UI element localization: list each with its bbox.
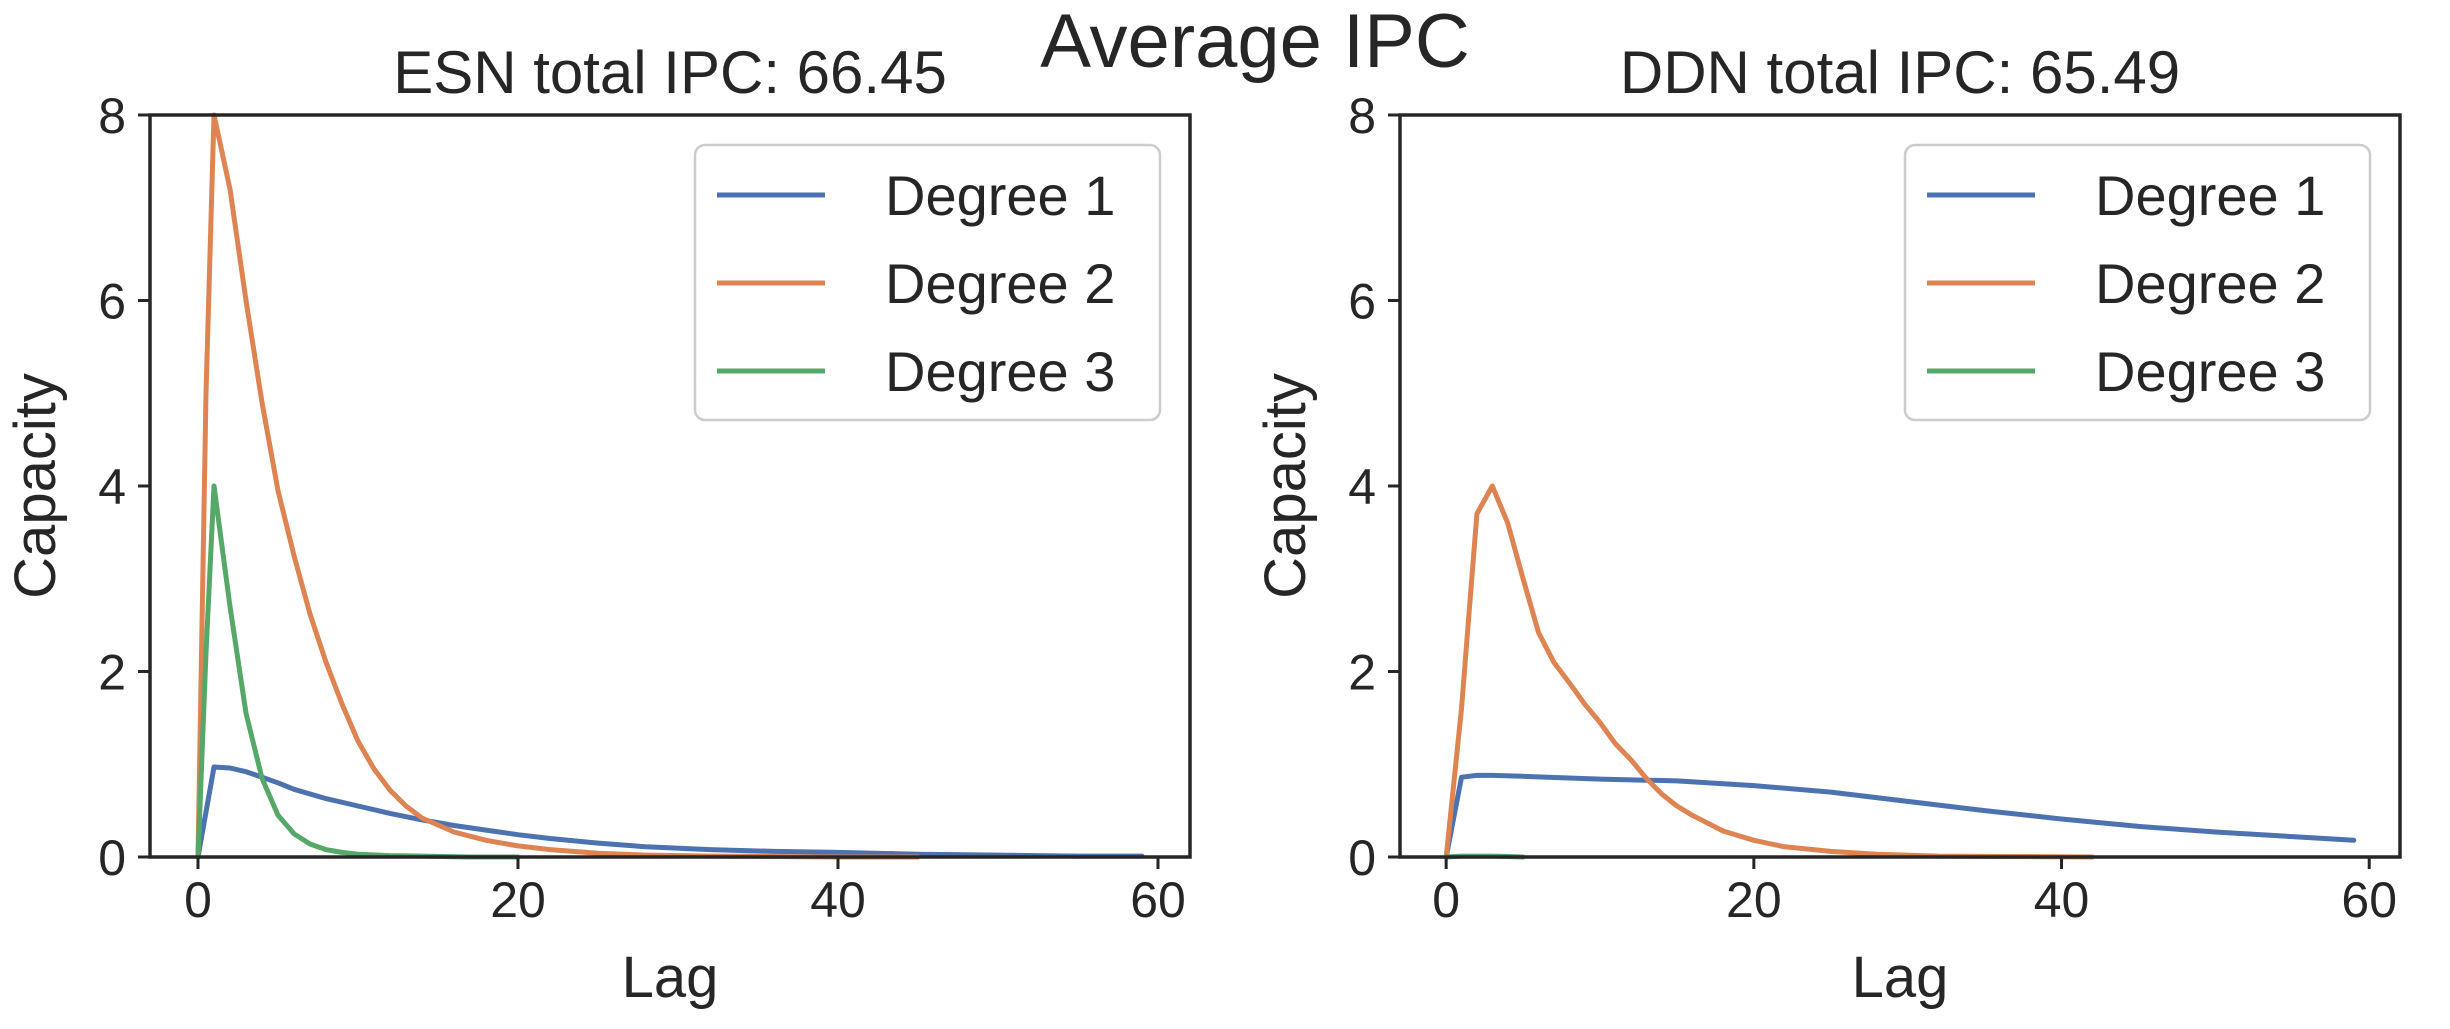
ddn-series-line-degree-2 [1443,483,2095,860]
ddn-x-tick-label: 40 [2034,872,2090,928]
esn-x-tick-label: 0 [184,872,212,928]
ddn-x-axis-label: Lag [1852,945,1949,1010]
esn-x-tick-label: 40 [810,872,866,928]
ddn-y-tick-label: 2 [1348,645,1376,701]
esn-legend-box [693,143,1162,422]
ddn-legend-box [1903,143,2372,422]
ddn-legend: Degree 1 Degree 2 Degree 3 [1903,143,2372,422]
esn-y-tick-label: 6 [98,274,126,330]
esn-legend: Degree 1 Degree 2 Degree 3 [693,143,1162,422]
ddn-x-tick-label: 0 [1432,872,1460,928]
ddn-chart-title: DDN total IPC: 65.49 [1620,39,2180,106]
ddn-legend-label-degree-1: Degree 1 [2095,164,2325,227]
ddn-chart: DDN total IPC: 65.49 0 20 40 60 0 2 4 6 8 Lag Capac… [1253,39,2402,1010]
ddn-y-axis-label: Capacity [1253,373,1318,599]
esn-chart: ESN total IPC: 66.45 0 20 40 60 0 2 4 6 8 Lag Capac… [3,39,1192,1010]
figure-title: Average IPC [1040,0,1470,84]
ddn-x-tick-label: 60 [2341,872,2397,928]
esn-legend-label-degree-2: Degree 2 [885,252,1115,315]
esn-x-axis-label: Lag [622,945,719,1010]
ddn-y-tick-label: 0 [1348,830,1376,886]
esn-y-tick-label: 4 [98,459,126,515]
ddn-series-line-degree-1 [1443,772,2357,860]
ddn-y-tick-label: 6 [1348,274,1376,330]
esn-x-tick-label: 60 [1130,872,1186,928]
charts-container: ESN total IPC: 66.450 20 40 6002468LagCapac… [3,39,2402,1010]
esn-y-axis-label: Capacity [3,373,68,599]
ddn-y-tick-label: 8 [1348,88,1376,144]
esn-legend-label-degree-1: Degree 1 [885,164,1115,227]
esn-y-tick-label: 2 [98,645,126,701]
esn-series-line-degree-2 [195,112,921,860]
esn-x-tick-label: 20 [490,872,546,928]
ddn-x-tick-label: 20 [1726,872,1782,928]
ddn-y-tick-label: 4 [1348,459,1376,515]
esn-y-tick-label: 8 [98,88,126,144]
esn-chart-title: ESN total IPC: 66.45 [393,39,947,106]
esn-legend-label-degree-3: Degree 3 [885,340,1115,403]
esn-y-tick-label: 0 [98,830,126,886]
ddn-legend-label-degree-2: Degree 2 [2095,252,2325,315]
ddn-legend-label-degree-3: Degree 3 [2095,340,2325,403]
